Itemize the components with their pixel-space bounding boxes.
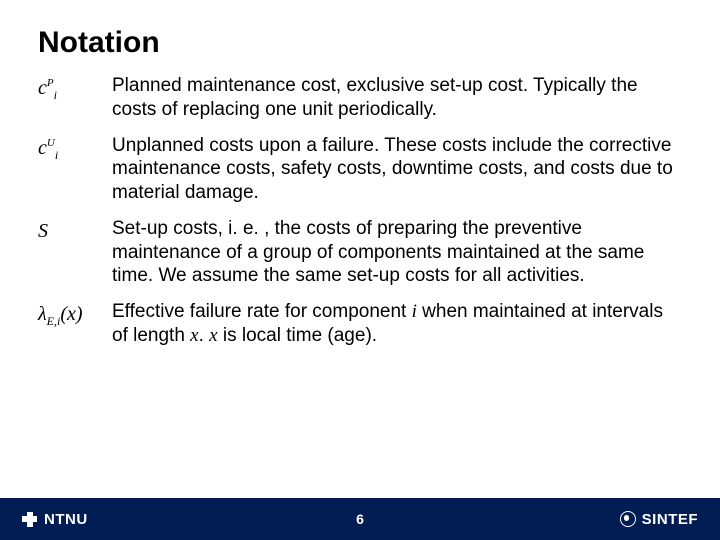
notation-row: cUi Unplanned costs upon a failure. Thes… bbox=[38, 134, 676, 205]
symbol-cui: cUi bbox=[38, 134, 112, 162]
symbol-lambda: λE,i(x) bbox=[38, 300, 112, 328]
ntnu-logo: NTNU bbox=[22, 511, 88, 528]
ntnu-text: NTNU bbox=[44, 511, 88, 528]
desc-cpi: Planned maintenance cost, exclusive set-… bbox=[112, 74, 676, 122]
desc-s: Set-up costs, i. e. , the costs of prepa… bbox=[112, 217, 676, 288]
page-number: 6 bbox=[356, 511, 364, 527]
slide: Notation cPi Planned maintenance cost, e… bbox=[0, 0, 720, 540]
desc-lambda: Effective failure rate for component i w… bbox=[112, 300, 676, 348]
desc-cui: Unplanned costs upon a failure. These co… bbox=[112, 134, 676, 205]
notation-row: S Set-up costs, i. e. , the costs of pre… bbox=[38, 217, 676, 288]
slide-title: Notation bbox=[0, 0, 720, 74]
notation-row: λE,i(x) Effective failure rate for compo… bbox=[38, 300, 676, 348]
notation-table: cPi Planned maintenance cost, exclusive … bbox=[0, 74, 720, 498]
sintef-icon bbox=[620, 511, 636, 527]
notation-row: cPi Planned maintenance cost, exclusive … bbox=[38, 74, 676, 122]
slide-footer: NTNU 6 SINTEF bbox=[0, 498, 720, 540]
symbol-s: S bbox=[38, 217, 112, 243]
sintef-text: SINTEF bbox=[642, 511, 698, 528]
sintef-logo: SINTEF bbox=[620, 511, 698, 528]
ntnu-icon bbox=[22, 512, 37, 527]
symbol-cpi: cPi bbox=[38, 74, 112, 102]
